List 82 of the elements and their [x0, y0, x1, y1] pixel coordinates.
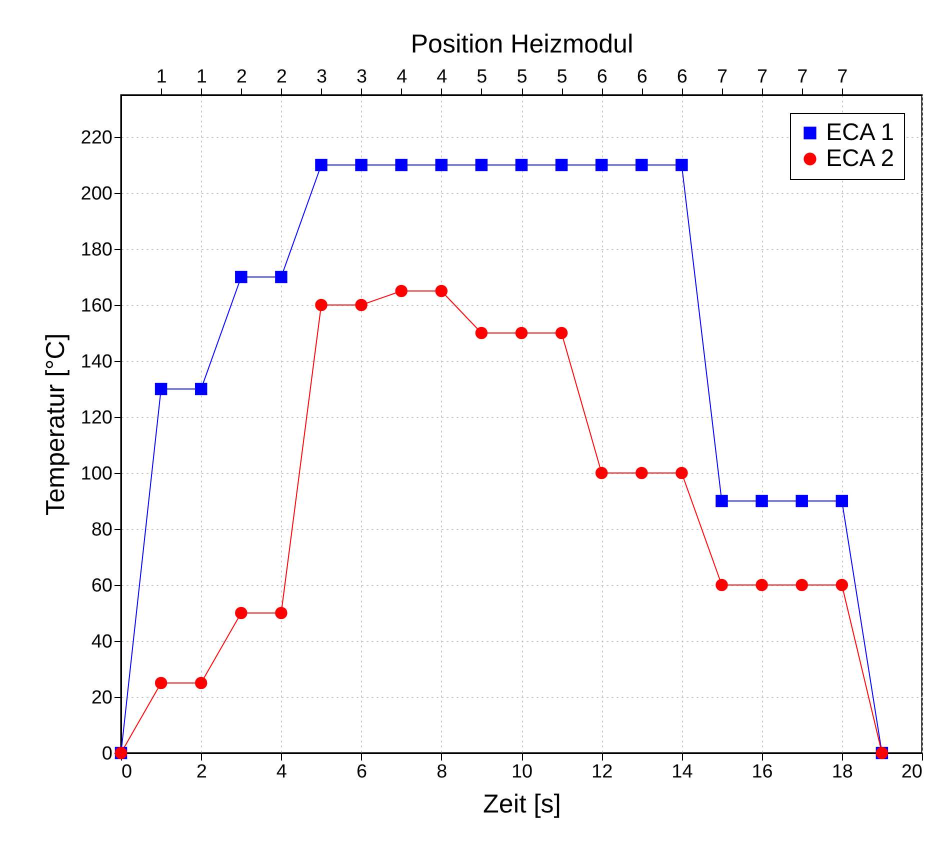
- point: [756, 494, 768, 508]
- annotation: 4: [436, 66, 448, 88]
- y-tick-label: 140: [80, 352, 112, 372]
- point: [636, 158, 648, 172]
- point: [355, 298, 368, 312]
- point: [595, 466, 608, 480]
- point: [315, 298, 328, 312]
- point: [716, 494, 728, 508]
- point: [194, 676, 208, 690]
- x-tick-label: 6: [356, 762, 368, 782]
- point: [515, 158, 528, 172]
- annotation: 4: [396, 66, 408, 88]
- annotation: 5: [556, 66, 568, 88]
- y-tick-label: 200: [80, 184, 112, 204]
- y-tick-label: 60: [91, 576, 112, 596]
- annotation: 7: [837, 66, 848, 88]
- point: [235, 270, 248, 284]
- point: [595, 158, 608, 172]
- x-tick-label: 20: [901, 762, 922, 782]
- y-tick-label: 180: [80, 240, 112, 260]
- x-axis-title: Zeit [s]: [482, 788, 562, 818]
- y-tick-label: 0: [102, 744, 112, 764]
- point: [154, 676, 168, 690]
- x2-axis-title: Position Heizmodul: [410, 28, 634, 58]
- point: [435, 284, 448, 298]
- y-axis-title: Temperatur [°C]: [40, 333, 70, 516]
- x-tick-label: 12: [592, 762, 613, 782]
- annotation: 7: [797, 66, 808, 88]
- point: [275, 270, 288, 284]
- legend-label: ECA 1: [826, 119, 894, 146]
- x-tick-label: 8: [436, 762, 448, 782]
- legend-label: ECA 2: [826, 145, 894, 172]
- point: [796, 578, 808, 592]
- y-tick-label: 20: [91, 688, 112, 708]
- y-tick-label: 220: [80, 128, 112, 148]
- annotation: 2: [236, 66, 247, 88]
- point: [395, 284, 408, 298]
- x-tick-label: 18: [832, 762, 853, 782]
- point: [275, 606, 288, 620]
- point: [395, 158, 408, 172]
- annotation: 7: [716, 66, 728, 88]
- point: [676, 466, 688, 480]
- annotation: 6: [676, 66, 688, 88]
- point: [235, 606, 248, 620]
- annotation: 1: [196, 66, 207, 88]
- point: [355, 158, 368, 172]
- annotation: 1: [156, 66, 167, 88]
- annotation: 7: [757, 66, 768, 88]
- x-tick-label: 10: [511, 762, 533, 782]
- annotation: 5: [516, 66, 528, 88]
- annotation: 2: [276, 66, 287, 88]
- point: [515, 326, 528, 340]
- point: [435, 158, 448, 172]
- point: [716, 578, 728, 592]
- y-tick-label: 80: [91, 520, 112, 540]
- point: [315, 158, 328, 172]
- y-tick-label: 160: [80, 296, 112, 316]
- y-tick-label: 120: [80, 408, 112, 428]
- point: [475, 326, 488, 340]
- point: [194, 382, 208, 396]
- x-tick-label: 0: [122, 762, 132, 782]
- annotation: 6: [596, 66, 608, 88]
- point: [636, 466, 648, 480]
- annotation: 3: [356, 66, 368, 88]
- x-tick-label: 4: [276, 762, 288, 782]
- annotation: 6: [636, 66, 648, 88]
- x-tick-label: 2: [196, 762, 207, 782]
- x-tick-label: 14: [672, 762, 694, 782]
- y-tick-label: 40: [91, 632, 112, 652]
- point: [555, 158, 568, 172]
- point: [796, 494, 808, 508]
- x-tick-label: 16: [752, 762, 773, 782]
- point: [475, 158, 488, 172]
- point: [154, 382, 168, 396]
- point: [836, 494, 848, 508]
- point: [836, 578, 848, 592]
- annotation: 3: [316, 66, 328, 88]
- annotation: 5: [476, 66, 488, 88]
- point: [756, 578, 768, 592]
- y-tick-label: 100: [80, 464, 112, 484]
- point: [676, 158, 688, 172]
- point: [555, 326, 568, 340]
